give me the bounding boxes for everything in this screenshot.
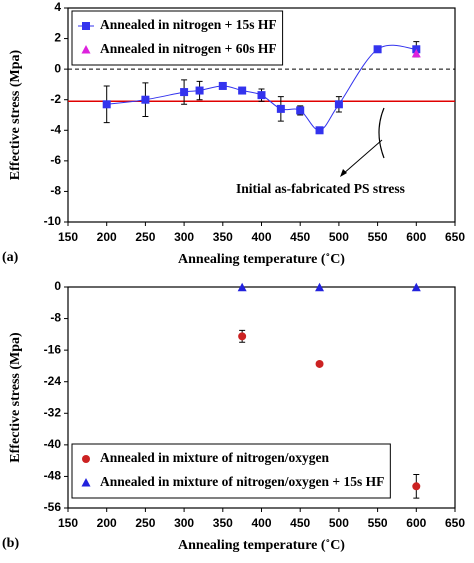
y-tick-label: -10 [44,214,62,228]
panel-label: (a) [2,250,19,265]
marker [315,359,324,368]
x-tick-label: 350 [213,516,233,530]
x-tick-label: 550 [368,516,388,530]
marker [141,95,150,104]
legend-frame [71,443,391,499]
x-axis-label: Annealing temperature (˚C) [178,252,345,267]
legend-label: Annealed in nitrogen + 15s HF [100,17,277,32]
x-axis-label: Annealing temperature (˚C) [178,538,345,553]
x-tick-label: 500 [329,230,349,244]
y-tick-label: -56 [44,500,62,514]
marker [315,126,324,135]
y-tick-label: -2 [50,92,61,106]
x-tick-label: 300 [174,230,194,244]
y-axis-label: Effective stress (Mpa) [8,332,23,463]
x-tick-label: 400 [251,516,271,530]
legend: Annealed in mixture of nitrogen/oxygen An… [81,450,384,489]
marker [411,48,421,58]
marker [238,332,247,341]
x-tick-label: 450 [290,516,310,530]
marker [237,282,247,292]
marker [238,86,247,95]
legend: Annealed in nitrogen + 15s HF Annealed in… [78,17,277,56]
x-tick-label: 650 [445,516,465,530]
marker [218,81,227,90]
legend-marker [81,45,91,54]
y-tick-label: 0 [54,61,61,75]
y-tick-label: -40 [44,437,62,451]
y-tick-label: -16 [44,342,62,356]
legend-label: Annealed in mixture of nitrogen/oxygen [100,450,329,465]
x-tick-label: 200 [97,230,117,244]
y-tick-label: -48 [44,469,62,483]
y-tick-label: -6 [50,153,61,167]
x-tick-label: 250 [135,516,155,530]
x-tick-label: 300 [174,516,194,530]
x-tick-label: 450 [290,230,310,244]
legend-marker [81,478,91,487]
marker [276,104,285,113]
x-tick-label: 350 [213,230,233,244]
legend-frame [71,10,284,66]
x-tick-label: 600 [406,516,426,530]
y-tick-label: -32 [44,405,62,419]
y-axis-label: Effective stress (Mpa) [8,49,23,180]
marker [373,45,382,54]
legend-label: Annealed in nitrogen + 60s HF [100,41,277,56]
y-tick-label: 2 [54,31,61,45]
marker [180,88,189,97]
marker [257,91,266,100]
marker [296,106,305,115]
legend-marker [82,22,90,30]
x-tick-label: 650 [445,230,465,244]
y-tick-label: 4 [54,0,61,14]
marker [195,86,204,95]
marker [411,282,421,292]
arrow-head [340,169,347,177]
marker [334,100,343,109]
x-tick-label: 150 [58,230,78,244]
marker [412,482,421,491]
x-tick-label: 200 [97,516,117,530]
x-tick-label: 550 [368,230,388,244]
annotation-arrow [342,139,383,175]
x-tick-label: 150 [58,516,78,530]
y-tick-label: 0 [54,279,61,293]
annotation-bracket [378,107,385,159]
annotation: Initial as-fabricated PS stress [236,181,405,196]
legend-label: Annealed in mixture of nitrogen/oxygen +… [100,474,384,489]
x-tick-label: 400 [251,230,271,244]
panel-label: (b) [2,536,19,551]
x-tick-label: 500 [329,516,349,530]
y-tick-label: -4 [50,122,61,136]
x-tick-label: 600 [406,230,426,244]
marker [102,100,111,109]
x-tick-label: 250 [135,230,155,244]
marker [315,282,325,292]
legend-marker [82,455,90,463]
y-tick-label: -8 [50,184,61,198]
y-tick-label: -24 [44,374,62,388]
y-tick-label: -8 [50,311,61,325]
